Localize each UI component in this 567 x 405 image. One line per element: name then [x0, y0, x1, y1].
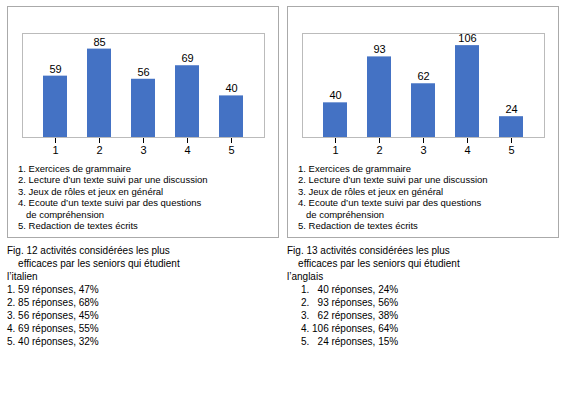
svg-text:85: 85 [93, 36, 105, 48]
svg-text:5: 5 [228, 144, 234, 156]
svg-text:93: 93 [373, 43, 385, 55]
html-text:5. Redaction de textes écrits: 5. Redaction de textes écrits [18, 220, 138, 231]
html-text:Fig. 13 activités considérées: Fig. 13 activités considérées les plus e… [287, 245, 460, 348]
html-text:2. Lecture d’un texte suivi pa: 2. Lecture d’un texte suivi par une disc… [18, 174, 208, 186]
html-text:3. Jeux de rôles et jeux en gé: 3. Jeux de rôles et jeux en général [298, 185, 444, 197]
svg-text:56: 56 [137, 66, 149, 78]
svg-text:1: 1 [332, 144, 338, 156]
html-text:3. Jeux de rôles et jeux en gé: 3. Jeux de rôles et jeux en général [18, 185, 164, 197]
svg-text:40: 40 [329, 89, 341, 101]
html-text:Fig. 12 activités considérées: Fig. 12 activités considérées les plus e… [7, 245, 180, 348]
svg-text:3: 3 [420, 144, 426, 156]
html-text:de compréhension: de compréhension [298, 208, 385, 220]
html-text:5. Redaction de textes écrits: 5. Redaction de textes écrits [298, 220, 418, 231]
svg-text:2: 2 [376, 144, 382, 156]
html-text:1. Exercices de grammaire: 1. Exercices de grammaire [298, 163, 411, 174]
svg-text:2: 2 [96, 144, 102, 156]
svg-text:40: 40 [225, 82, 237, 94]
html-text:de compréhension: de compréhension [18, 208, 105, 220]
svg-text:3: 3 [140, 144, 146, 156]
svg-text:5: 5 [508, 144, 514, 156]
svg-text:4: 4 [464, 144, 470, 156]
svg-text:106: 106 [458, 32, 476, 44]
svg-text:69: 69 [181, 52, 193, 64]
svg-text:1: 1 [52, 144, 58, 156]
html-text:4. Ecoute d’un texte suivi par: 4. Ecoute d’un texte suivi par des quest… [18, 197, 202, 209]
svg-text:62: 62 [417, 70, 429, 82]
svg-text:59: 59 [49, 63, 61, 75]
svg-text:24: 24 [505, 103, 517, 115]
svg-text:4: 4 [184, 144, 190, 156]
html-text:2. Lecture d’un texte suivi pa: 2. Lecture d’un texte suivi par une disc… [298, 174, 488, 186]
html-text:4. Ecoute d’un texte suivi par: 4. Ecoute d’un texte suivi par des quest… [298, 197, 482, 209]
html-text:1. Exercices de grammaire: 1. Exercices de grammaire [18, 163, 131, 174]
